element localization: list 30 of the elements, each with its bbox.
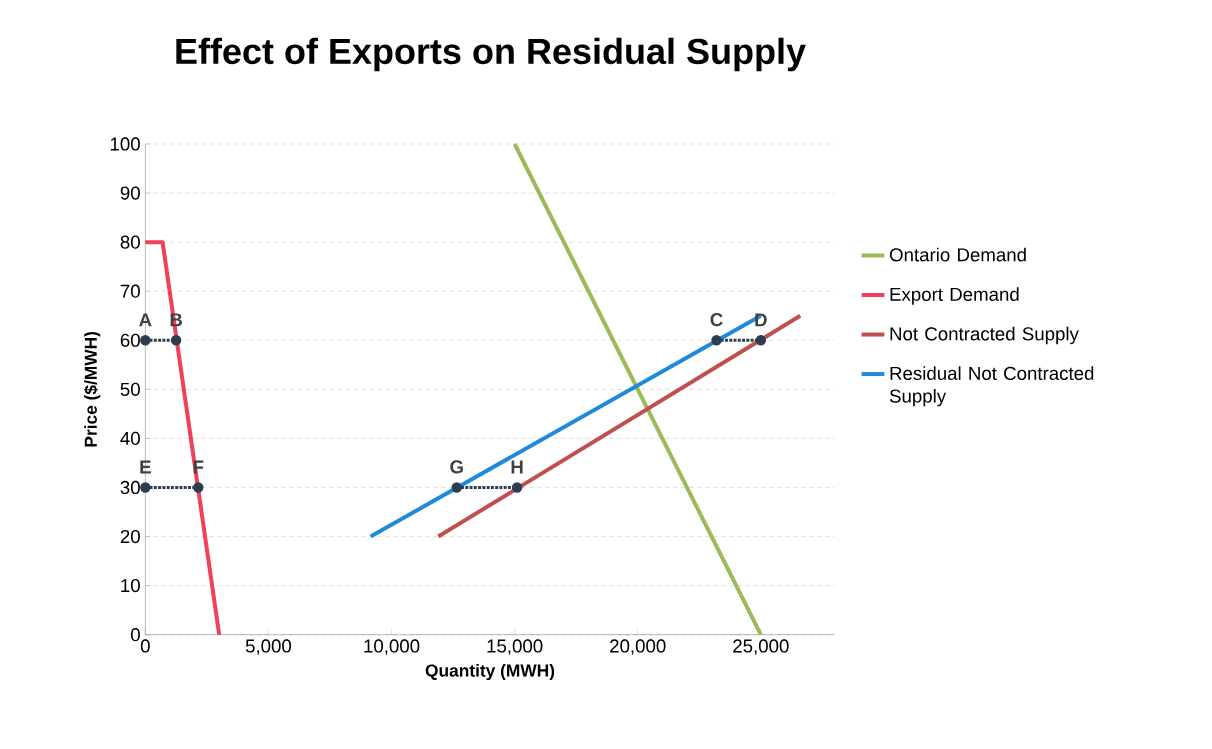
legend-label: Export Demand xyxy=(890,287,1019,305)
y-tick-label: 30 xyxy=(120,480,140,494)
y-tick-label: 10 xyxy=(121,578,140,593)
x-tick-label: 20,000 xyxy=(610,639,666,655)
y-tick-label: 0 xyxy=(130,627,140,642)
legend-label: Residual Not Contracted Supply xyxy=(889,366,1094,407)
y-tick-label: 80 xyxy=(120,235,140,249)
annotation: C xyxy=(710,312,723,327)
y-tick-label: 40 xyxy=(120,431,140,445)
annotation: E xyxy=(140,460,151,474)
annotation: A xyxy=(139,313,152,327)
y-tick-label: 50 xyxy=(120,382,140,396)
y-tick-label: 70 xyxy=(120,284,140,298)
x-tick-label: 10,000 xyxy=(364,639,420,655)
legend-label: Not Contracted Supply xyxy=(890,326,1079,345)
x-tick-label: 5,000 xyxy=(245,639,292,655)
chart-title: Effect of Exports on Residual Supply xyxy=(176,37,806,72)
legend-label: Ontario Demand xyxy=(889,247,1026,262)
annotation: G xyxy=(450,460,463,474)
y-tick-label: 90 xyxy=(120,186,140,200)
y-tick-label: 100 xyxy=(110,137,140,151)
annotation: D xyxy=(755,313,767,327)
y-tick-label: 60 xyxy=(120,333,140,347)
y-tick-label: 20 xyxy=(120,529,140,543)
x-tick-label: 15,000 xyxy=(487,639,543,655)
x-tick-label: 25,000 xyxy=(733,639,789,655)
y-axis-title: Price ($/MWH) xyxy=(83,331,101,447)
x-tick-label: 0 xyxy=(140,639,150,653)
annotation: H xyxy=(511,460,523,474)
x-axis-title: Quantity (MWH) xyxy=(425,663,555,680)
